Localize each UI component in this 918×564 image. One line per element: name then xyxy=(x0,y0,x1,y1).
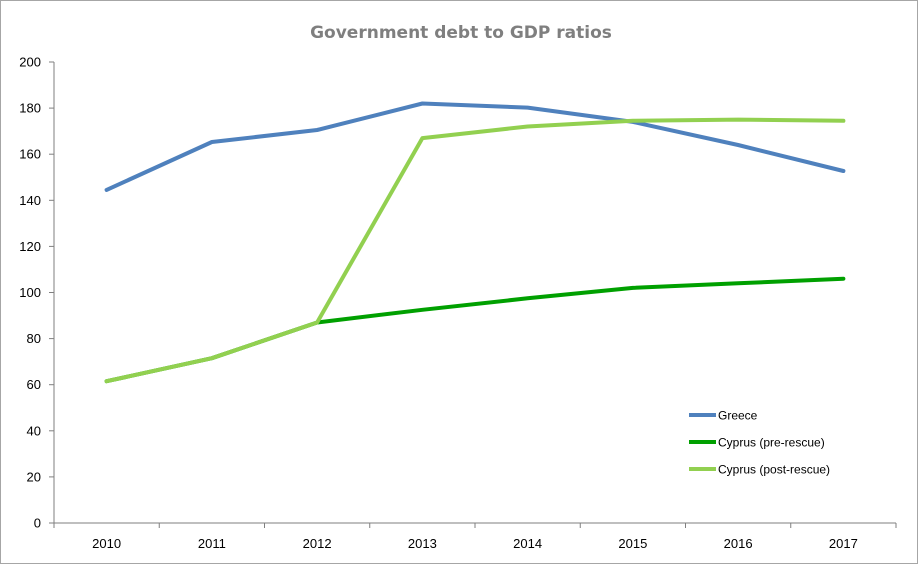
y-tick-label: 160 xyxy=(19,147,41,162)
legend: Greece Cyprus (pre-rescue) Cyprus (post-re… xyxy=(689,409,830,477)
y-tick-label: 0 xyxy=(34,516,41,531)
chart-title: Government debt to GDP ratios xyxy=(310,23,612,43)
x-tick-label: 2011 xyxy=(198,536,226,551)
y-tick-label: 80 xyxy=(27,331,41,346)
series-lines xyxy=(104,101,846,384)
x-tick-label: 2014 xyxy=(513,536,542,551)
x-tick-label: 2013 xyxy=(408,536,437,551)
x-tick-label: 2016 xyxy=(724,536,753,551)
y-tick-label: 180 xyxy=(19,101,41,116)
legend-label-cyprus-pre-rescue: Cyprus (pre-rescue) xyxy=(718,436,825,450)
x-axis-ticks: 2010 2011 2012 2013 2014 2015 2016 2017 xyxy=(53,523,897,551)
y-axis-ticks: 0 20 40 60 80 100 120 140 160 180 200 xyxy=(19,55,54,531)
y-tick-label: 120 xyxy=(19,239,41,254)
series-line-cyprus-post-rescue xyxy=(104,117,846,384)
legend-label-greece: Greece xyxy=(718,409,758,423)
y-tick-label: 200 xyxy=(19,55,41,70)
y-tick-label: 100 xyxy=(19,285,41,300)
y-tick-label: 60 xyxy=(27,377,41,392)
y-tick-label: 20 xyxy=(27,469,41,484)
y-tick-label: 140 xyxy=(19,193,41,208)
series-line-cyprus-pre-rescue xyxy=(104,276,846,384)
y-tick-label: 40 xyxy=(27,423,41,438)
x-tick-label: 2012 xyxy=(303,536,332,551)
x-tick-label: 2015 xyxy=(618,536,647,551)
series-line-greece xyxy=(104,101,846,192)
legend-label-cyprus-post-rescue: Cyprus (post-rescue) xyxy=(718,463,830,477)
x-tick-label: 2010 xyxy=(92,536,121,551)
x-tick-label: 2017 xyxy=(829,536,858,551)
